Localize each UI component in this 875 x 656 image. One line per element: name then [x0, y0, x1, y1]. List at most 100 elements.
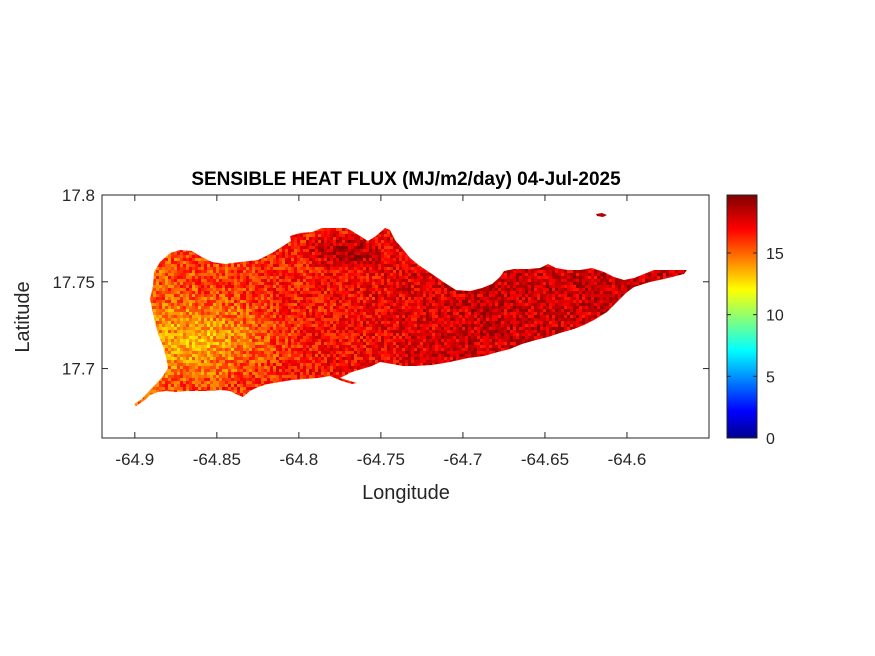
- heatmap-cell: [402, 294, 405, 297]
- heatmap-cell: [465, 303, 468, 306]
- heatmap-cell: [621, 279, 624, 282]
- heatmap-cell: [522, 288, 525, 291]
- heatmap-cell: [171, 294, 174, 297]
- heatmap-cell: [324, 285, 327, 288]
- heatmap-cell: [510, 300, 513, 303]
- heatmap-cell: [600, 285, 603, 288]
- heatmap-cell: [225, 273, 228, 276]
- heatmap-cell: [354, 279, 357, 282]
- heatmap-cell: [399, 270, 402, 273]
- heatmap-cell: [321, 246, 324, 249]
- heatmap-cell: [222, 276, 225, 279]
- heatmap-cell: [402, 261, 405, 264]
- heatmap-cell: [297, 252, 300, 255]
- heatmap-cell: [261, 306, 264, 309]
- heatmap-cell: [333, 264, 336, 267]
- heatmap-cell: [171, 303, 174, 306]
- heatmap-cell: [243, 282, 246, 285]
- heatmap-cell: [339, 252, 342, 255]
- heatmap-cell: [252, 291, 255, 294]
- heatmap-cell: [507, 285, 510, 288]
- heatmap-cell: [345, 306, 348, 309]
- heatmap-cell: [309, 246, 312, 249]
- heatmap-cell: [183, 273, 186, 276]
- heatmap-cell: [588, 303, 591, 306]
- heatmap-cell: [552, 291, 555, 294]
- heatmap-cell: [537, 306, 540, 309]
- heatmap-cell: [546, 279, 549, 282]
- heatmap-cell: [300, 306, 303, 309]
- heatmap-cell: [324, 255, 327, 258]
- heatmap-cell: [288, 267, 291, 270]
- heatmap-cell: [540, 279, 543, 282]
- heatmap-cell: [225, 267, 228, 270]
- heatmap-cell: [504, 294, 507, 297]
- heatmap-cell: [324, 261, 327, 264]
- heatmap-cell: [498, 282, 501, 285]
- heatmap-cell: [222, 306, 225, 309]
- heatmap-cell: [288, 282, 291, 285]
- heatmap-cell: [348, 273, 351, 276]
- heatmap-cell: [606, 285, 609, 288]
- heatmap-cell: [531, 297, 534, 300]
- heatmap-cell: [366, 303, 369, 306]
- heatmap-cell: [576, 273, 579, 276]
- heatmap-cell: [330, 246, 333, 249]
- heatmap-cell: [165, 261, 168, 264]
- heatmap-cell: [528, 306, 531, 309]
- heatmap-cell: [588, 279, 591, 282]
- heatmap-cell: [402, 264, 405, 267]
- heatmap-cell: [489, 306, 492, 309]
- heatmap-cell: [306, 246, 309, 249]
- heatmap-cell: [279, 273, 282, 276]
- heatmap-cell: [561, 282, 564, 285]
- heatmap-cell: [504, 276, 507, 279]
- heatmap-cell: [321, 255, 324, 258]
- heatmap-cell: [228, 303, 231, 306]
- heatmap-cell: [312, 246, 315, 249]
- heatmap-cell: [519, 273, 522, 276]
- heatmap-cell: [552, 306, 555, 309]
- heatmap-cell: [630, 282, 633, 285]
- heatmap-cell: [540, 303, 543, 306]
- heatmap-cell: [324, 273, 327, 276]
- heatmap-cell: [162, 294, 165, 297]
- heatmap-cell: [384, 282, 387, 285]
- heatmap-cell: [336, 303, 339, 306]
- heatmap-cell: [162, 303, 165, 306]
- heatmap-cell: [297, 264, 300, 267]
- heatmap-cell: [339, 294, 342, 297]
- heatmap-cell: [444, 297, 447, 300]
- heatmap-cell: [357, 237, 360, 240]
- heatmap-cell: [186, 273, 189, 276]
- heatmap-cell: [291, 288, 294, 291]
- heatmap-cell: [435, 291, 438, 294]
- heatmap-cell: [168, 261, 171, 264]
- heatmap-cell: [162, 300, 165, 303]
- heatmap-cell: [381, 243, 384, 246]
- heatmap-cell: [666, 273, 669, 276]
- heatmap-cell: [420, 300, 423, 303]
- heatmap-cell: [216, 306, 219, 309]
- heatmap-cell: [159, 297, 162, 300]
- heatmap-cell: [570, 288, 573, 291]
- heatmap-cell: [396, 306, 399, 309]
- heatmap-cell: [519, 291, 522, 294]
- heatmap-cell: [258, 306, 261, 309]
- heatmap-cell: [444, 291, 447, 294]
- heatmap-cell: [255, 303, 258, 306]
- heatmap-cell: [303, 294, 306, 297]
- heatmap-cell: [321, 234, 324, 237]
- heatmap-cell: [273, 294, 276, 297]
- heatmap-cell: [603, 294, 606, 297]
- heatmap-cell: [375, 306, 378, 309]
- heatmap-cell: [378, 279, 381, 282]
- heatmap-cell: [555, 291, 558, 294]
- heatmap-cell: [390, 264, 393, 267]
- heatmap-cell: [165, 297, 168, 300]
- heatmap-cell: [318, 288, 321, 291]
- heatmap-cell: [360, 249, 363, 252]
- heatmap-cell: [585, 279, 588, 282]
- heatmap-cell: [531, 273, 534, 276]
- heatmap-cell: [570, 279, 573, 282]
